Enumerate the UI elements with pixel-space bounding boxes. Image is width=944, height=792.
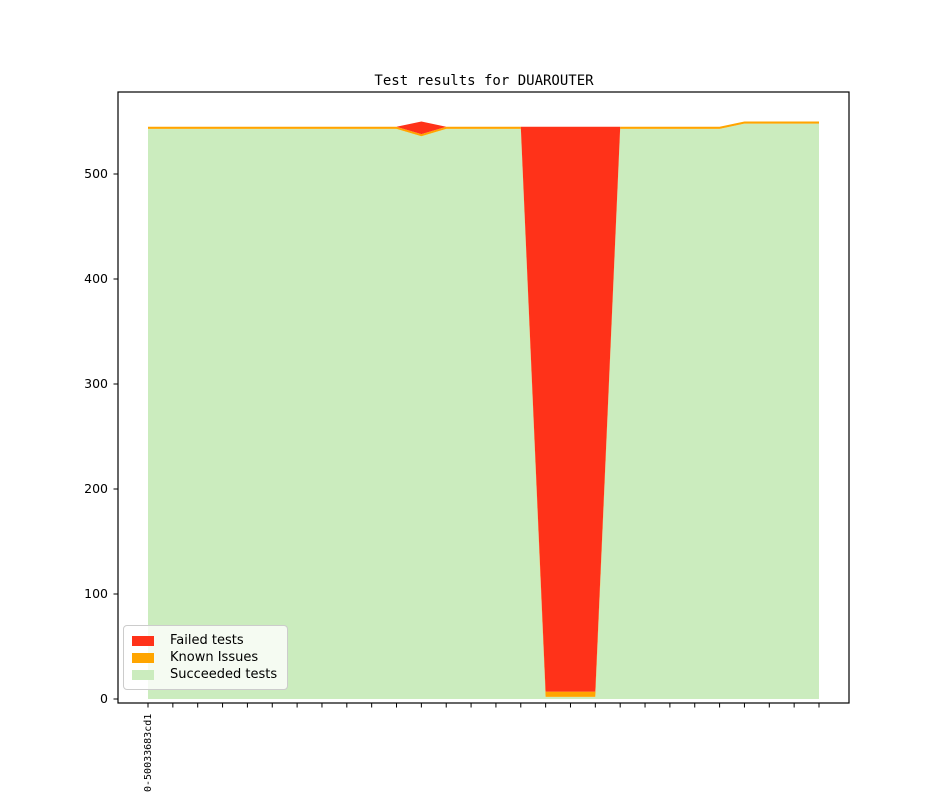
legend-item-known-issues: Known Issues <box>132 650 279 665</box>
axes-frame <box>117 91 850 704</box>
y-tick-label-300: 300 <box>84 376 108 391</box>
chart-title: Test results for DUAROUTER <box>374 73 594 89</box>
legend-label-succeeded: Succeeded tests <box>170 667 278 682</box>
y-tick-label-0: 0 <box>100 691 108 706</box>
area-succeeded-tests <box>148 123 819 700</box>
y-tick-label-200: 200 <box>84 481 108 496</box>
y-tick-label-500: 500 <box>84 166 108 181</box>
legend-item-succeeded: Succeeded tests <box>132 667 279 682</box>
y-tick-label-400: 400 <box>84 271 108 286</box>
legend-label-failed: Failed tests <box>170 633 244 648</box>
legend: Failed tests Known Issues Succeeded test… <box>123 625 288 690</box>
legend-label-known-issues: Known Issues <box>170 650 259 665</box>
x-axis-tick-label: 0-50033683cd1 <box>143 713 154 792</box>
legend-item-failed: Failed tests <box>132 633 279 648</box>
y-tick-label-100: 100 <box>84 586 108 601</box>
failed-tests-swatch-icon <box>132 635 154 646</box>
succeeded-tests-swatch-icon <box>132 669 154 680</box>
known-issues-swatch-icon <box>132 652 154 663</box>
